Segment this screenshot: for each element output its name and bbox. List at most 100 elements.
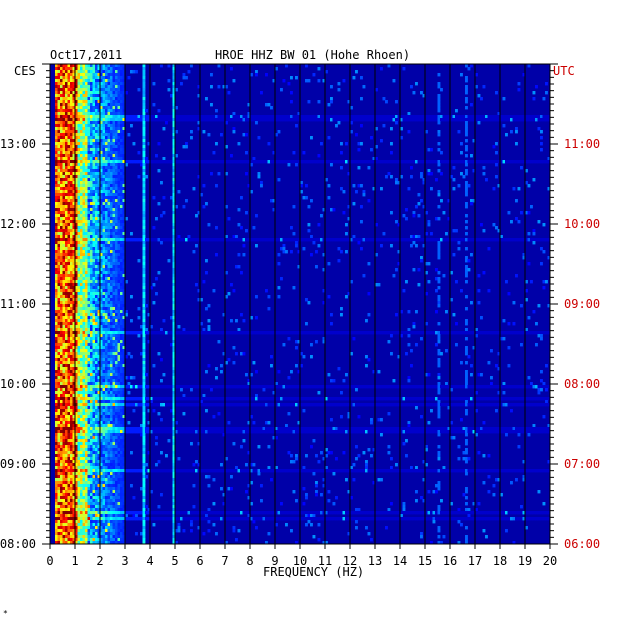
spectrogram-cell <box>92 343 96 347</box>
spectrogram-cell <box>62 190 66 194</box>
spectrogram-cell <box>105 349 108 353</box>
spectrogram-cell <box>455 331 458 335</box>
spectrogram-cell <box>100 238 103 242</box>
spectrogram-cell <box>77 325 81 329</box>
spectrogram-cell <box>195 214 198 218</box>
spectrogram-cell <box>482 115 486 119</box>
spectrogram-cell <box>122 346 126 350</box>
spectrogram-cell <box>102 211 106 215</box>
spectrogram-cell <box>92 382 96 386</box>
spectrogram-cell <box>397 238 401 242</box>
spectrogram-cell <box>112 151 116 155</box>
spectrogram-cell <box>77 223 81 227</box>
spectrogram-cell <box>60 307 63 311</box>
spectrogram-cell <box>115 82 118 86</box>
spectrogram-cell <box>117 205 121 209</box>
spectrogram-cell <box>77 196 81 200</box>
spectrogram-cell <box>152 301 156 305</box>
spectrogram-cell <box>157 271 161 275</box>
spectrogram-cell <box>120 247 123 251</box>
spectrogram-cell <box>187 70 191 74</box>
spectrogram-cell <box>107 103 111 107</box>
spectrogram-cell <box>90 226 93 230</box>
spectrogram-cell <box>112 253 116 257</box>
spectrogram-cell <box>82 349 86 353</box>
spectrogram-cell <box>137 316 141 320</box>
spectrogram-cell <box>437 364 441 368</box>
spectrogram-cell <box>387 331 391 335</box>
spectrogram-cell <box>62 178 66 182</box>
spectrogram-cell <box>65 256 68 260</box>
spectrogram-cell <box>57 274 61 278</box>
spectrogram-cell <box>95 256 98 260</box>
spectrogram-cell <box>70 277 73 281</box>
spectrogram-cell <box>102 358 106 362</box>
spectrogram-cell <box>92 385 96 389</box>
spectrogram-cell <box>82 325 86 329</box>
spectrogram-cell <box>265 103 268 107</box>
spectrogram-cell <box>110 106 113 110</box>
spectrogram-cell <box>67 151 71 155</box>
spectrogram-cell <box>67 226 71 230</box>
spectrogram-cell <box>127 133 131 137</box>
spectrogram-cell <box>547 160 551 164</box>
spectrogram-cell <box>112 76 116 80</box>
spectrogram-cell <box>122 331 126 335</box>
spectrogram-cell <box>100 139 103 143</box>
spectrogram-cell <box>80 136 83 140</box>
spectrogram-cell <box>117 130 121 134</box>
spectrogram-cell <box>60 130 63 134</box>
spectrogram-cell <box>482 271 486 275</box>
spectrogram-cell <box>192 160 196 164</box>
spectrogram-cell <box>95 175 98 179</box>
spectrogram-cell <box>82 175 86 179</box>
spectrogram-cell <box>545 115 548 119</box>
spectrogram-cell <box>70 133 73 137</box>
spectrogram-cell <box>137 151 141 155</box>
spectrogram-cell <box>55 358 58 362</box>
spectrogram-cell <box>512 115 516 119</box>
spectrogram-cell <box>62 355 66 359</box>
spectrogram-cell <box>142 202 146 206</box>
spectrogram-cell <box>105 280 108 284</box>
spectrogram-cell <box>137 88 141 92</box>
spectrogram-cell <box>77 169 81 173</box>
spectrogram-cell <box>257 172 261 176</box>
spectrogram-cell <box>55 154 58 158</box>
spectrogram-cell <box>122 193 126 197</box>
spectrogram-cell <box>322 340 326 344</box>
spectrogram-cell <box>92 262 96 266</box>
spectrogram-cell <box>225 121 228 125</box>
spectrogram-cell <box>95 205 98 209</box>
spectrogram-cell <box>292 115 296 119</box>
spectrogram-cell <box>137 160 141 164</box>
spectrogram-cell <box>70 301 73 305</box>
spectrogram-cell <box>115 295 118 299</box>
spectrogram-cell <box>100 289 103 293</box>
spectrogram-cell <box>60 220 63 224</box>
spectrogram-cell <box>65 181 68 185</box>
spectrogram-cell <box>55 64 58 68</box>
spectrogram-cell <box>87 226 91 230</box>
spectrogram-cell <box>57 157 61 161</box>
spectrogram-cell <box>117 283 121 287</box>
spectrogram-cell <box>397 355 401 359</box>
spectrogram-cell <box>122 112 126 116</box>
spectrogram-cell <box>115 217 118 221</box>
spectrogram-cell <box>120 307 123 311</box>
spectrogram-cell <box>57 190 61 194</box>
spectrogram-cell <box>55 196 58 200</box>
spectrogram-cell <box>82 232 86 236</box>
spectrogram-cell <box>97 214 101 218</box>
spectrogram-cell <box>540 379 543 383</box>
spectrogram-cell <box>107 199 111 203</box>
spectrogram-cell <box>82 127 86 131</box>
spectrogram-cell <box>82 358 86 362</box>
spectrogram-cell <box>95 379 98 383</box>
spectrogram-cell <box>532 310 536 314</box>
spectrogram-cell <box>345 118 348 122</box>
spectrogram-cell <box>82 163 86 167</box>
spectrogram-cell <box>172 157 176 161</box>
spectrogram-cell <box>142 217 146 221</box>
spectrogram-cell <box>342 379 346 383</box>
